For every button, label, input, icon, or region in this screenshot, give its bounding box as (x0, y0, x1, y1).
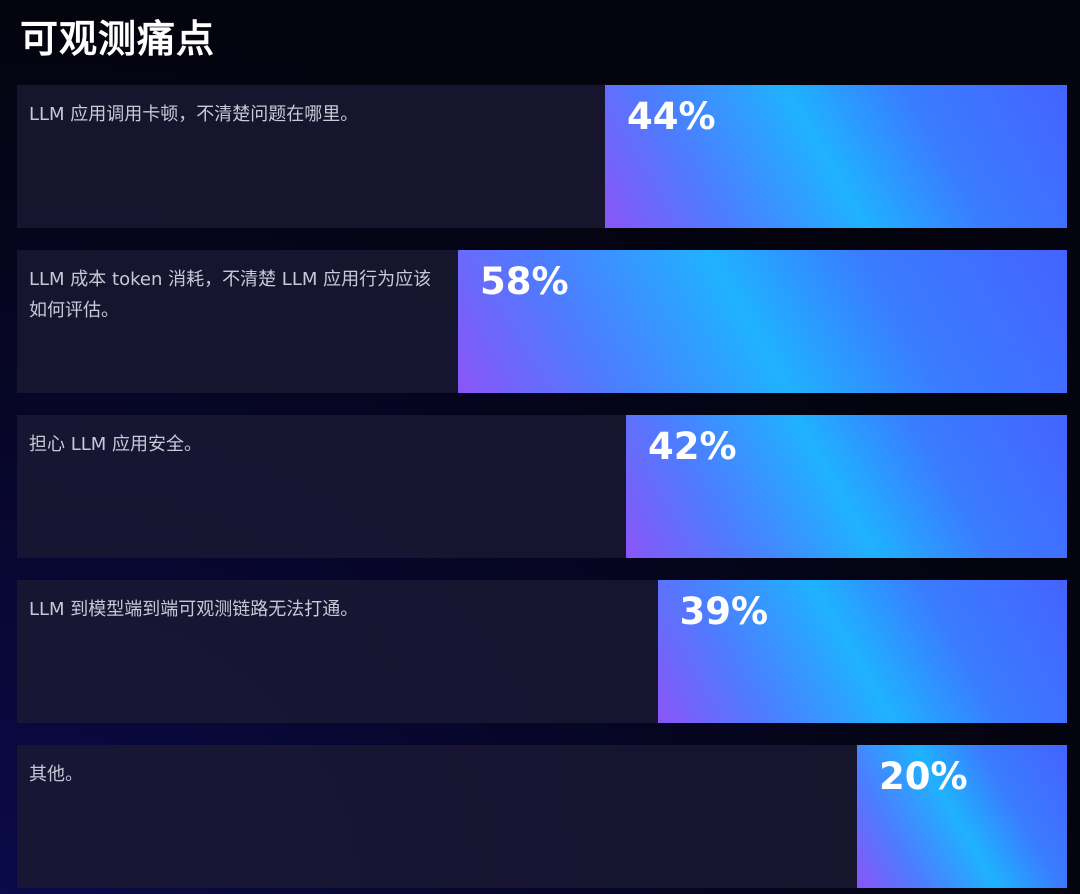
bar: 44% (605, 85, 1067, 228)
value-label: 39% (679, 590, 769, 633)
bar-row: LLM 应用调用卡顿，不清楚问题在哪里。 44% (17, 85, 1067, 228)
category-label: LLM 应用调用卡顿，不清楚问题在哪里。 (29, 104, 359, 125)
bar: 39% (657, 580, 1067, 723)
value-label: 42% (648, 425, 737, 468)
value-label: 58% (480, 260, 569, 303)
bar-row: LLM 成本 token 消耗，不清楚 LLM 应用行为应该如何评估。 58% (17, 250, 1067, 393)
bar-row: LLM 到模型端到端可观测链路无法打通。 39% (17, 580, 1067, 723)
page-title: 可观测痛点 (20, 17, 216, 61)
bar-row: 其他。 20% (17, 745, 1067, 888)
bar: 58% (458, 250, 1067, 393)
category-label: LLM 到模型端到端可观测链路无法打通。 (29, 599, 359, 620)
bar: 20% (857, 745, 1067, 888)
value-label: 20% (879, 755, 968, 798)
category-label: 担心 LLM 应用安全。 (29, 434, 203, 455)
bar: 42% (626, 415, 1067, 558)
category-label: LLM 成本 token 消耗，不清楚 LLM 应用行为应该如何评估。 (29, 269, 432, 321)
value-label: 44% (627, 95, 716, 138)
bar-row: 担心 LLM 应用安全。 42% (17, 415, 1067, 558)
category-label: 其他。 (29, 764, 83, 785)
